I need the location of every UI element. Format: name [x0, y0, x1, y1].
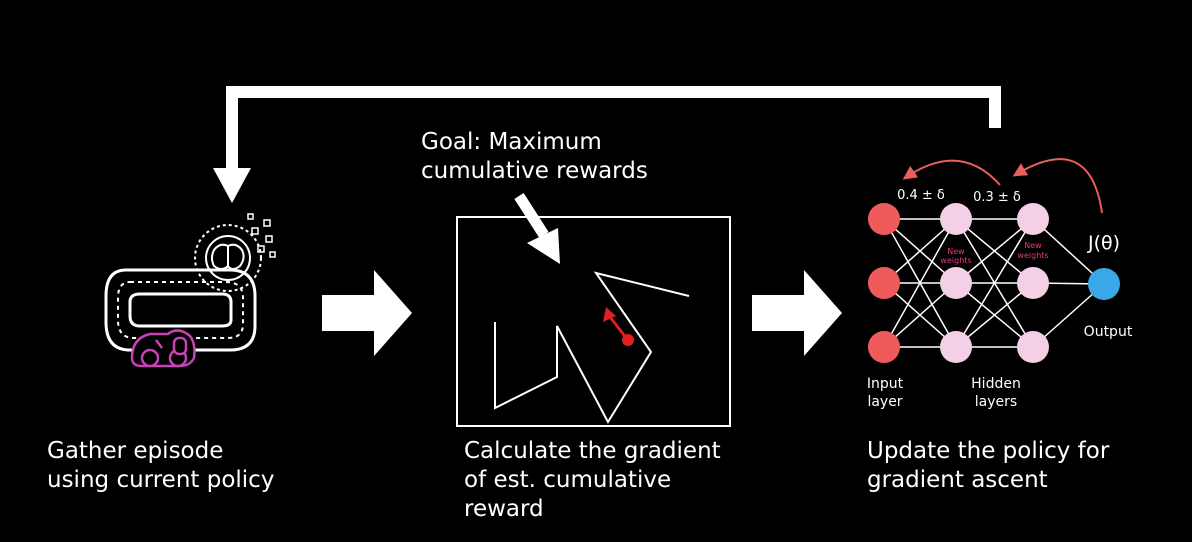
- step-3-caption: Update the policy for gradient ascent: [867, 437, 1109, 495]
- brain-gear-icon: [194, 213, 276, 292]
- input-node: [868, 203, 900, 235]
- step-arrow-2: [752, 270, 842, 356]
- hidden-node: [1017, 203, 1049, 235]
- input-layer-nodes: [868, 203, 900, 363]
- step-2-line-2: of est. cumulative: [464, 467, 672, 493]
- car-icon: [130, 329, 196, 368]
- input-layer-label-line1: Input: [867, 376, 904, 392]
- step-3-line-2: gradient ascent: [867, 467, 1048, 493]
- network-connections: [883, 215, 1105, 351]
- step-arrow-1: [322, 270, 412, 356]
- new-weights-label-1-line2: weights: [940, 256, 971, 265]
- step-1-caption: Gather episode using current policy: [47, 437, 274, 495]
- weight-label-1: 0.4 ± δ: [897, 188, 945, 203]
- goal-line-1: Goal: Maximum: [421, 129, 602, 155]
- input-node: [868, 267, 900, 299]
- feedback-loop-arrow: [213, 86, 1001, 203]
- goal-line-2: cumulative rewards: [421, 158, 648, 184]
- output-node: [1088, 268, 1120, 300]
- hidden-layers-label-line1: Hidden: [971, 376, 1021, 392]
- gradient-plot-frame: [456, 216, 731, 427]
- objective-label: J(θ): [1087, 232, 1120, 254]
- step-3-line-1: Update the policy for: [867, 438, 1110, 464]
- goal-annotation: Goal: Maximum cumulative rewards: [421, 128, 648, 186]
- hidden-node: [940, 203, 972, 235]
- weight-update-arrow-2: [1012, 158, 1103, 214]
- hidden-layer-2-nodes: [1017, 203, 1049, 363]
- goal-pointer-arrow: [514, 193, 560, 264]
- hidden-node: [1017, 331, 1049, 363]
- step-2-caption: Calculate the gradient of est. cumulativ…: [464, 437, 721, 524]
- new-weights-label-1-line1: New: [947, 247, 965, 256]
- input-layer-label-line2: layer: [867, 394, 902, 410]
- hidden-node: [940, 267, 972, 299]
- step-2-line-3: reward: [464, 496, 544, 522]
- hidden-node: [1017, 267, 1049, 299]
- new-weights-label-2-line1: New: [1024, 241, 1042, 250]
- weight-label-2: 0.3 ± δ: [973, 190, 1021, 205]
- gradient-vector: [603, 307, 634, 346]
- optimization-path: [494, 271, 690, 425]
- hidden-node: [940, 331, 972, 363]
- hidden-layers-label-line2: layers: [975, 394, 1017, 410]
- output-label: Output: [1084, 324, 1133, 340]
- hidden-layer-1-nodes: [940, 203, 972, 363]
- input-node: [868, 331, 900, 363]
- step-1-line-1: Gather episode: [47, 438, 224, 464]
- weight-update-arrow-1: [902, 159, 1001, 186]
- new-weights-label-2-line2: weights: [1017, 251, 1048, 260]
- step-2-line-1: Calculate the gradient: [464, 438, 721, 464]
- step-1-line-2: using current policy: [47, 467, 275, 493]
